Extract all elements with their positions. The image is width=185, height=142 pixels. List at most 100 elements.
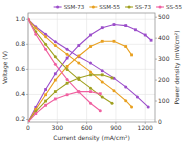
series <box>28 73 113 122</box>
point <box>144 34 147 37</box>
voltage-line <box>28 19 112 103</box>
legend-swatch <box>89 6 97 7</box>
series <box>28 18 133 109</box>
point <box>77 77 80 80</box>
data-area <box>28 18 152 122</box>
legend-label: SS-73 <box>135 4 151 10</box>
point <box>77 62 80 65</box>
point <box>112 89 115 92</box>
point <box>101 73 104 76</box>
point <box>101 95 104 98</box>
x-tick-label: 600 <box>81 124 93 131</box>
legend-swatch <box>156 6 164 7</box>
y-tick-label: 1.0 <box>15 15 25 22</box>
point <box>54 72 57 75</box>
point <box>89 87 92 90</box>
point <box>124 85 127 88</box>
point <box>77 90 80 93</box>
grid-line <box>115 13 116 122</box>
grid-line <box>28 69 155 70</box>
point <box>89 62 92 65</box>
y2-tick <box>155 38 157 39</box>
y-tick <box>26 19 28 20</box>
point <box>66 53 69 56</box>
point <box>66 68 69 71</box>
point <box>99 109 102 112</box>
point <box>89 90 92 93</box>
x-tick-label: 0 <box>26 124 30 131</box>
y2-tick <box>155 80 157 81</box>
y2-tick-label: 400 <box>158 34 170 41</box>
y-tick <box>26 44 28 45</box>
y2-axis-label: Power density (mW/cm²) <box>173 31 181 105</box>
legend-entry: SS-55 <box>156 4 182 10</box>
point <box>101 80 104 83</box>
point <box>66 82 69 85</box>
point <box>130 105 133 108</box>
legend-marker <box>159 6 162 9</box>
point <box>89 45 92 48</box>
point <box>28 121 29 122</box>
point <box>134 28 137 31</box>
point <box>136 95 139 98</box>
voltage-line <box>28 19 132 107</box>
y2-tick-label: 300 <box>158 55 170 62</box>
point <box>44 35 47 38</box>
point <box>77 55 80 58</box>
series <box>28 90 102 122</box>
point <box>124 99 127 102</box>
point <box>66 65 69 68</box>
point <box>101 69 104 72</box>
axes: 030060090012000.20.40.60.81.001002003004… <box>15 13 169 131</box>
grid-line <box>28 119 155 120</box>
grid-line <box>28 19 155 20</box>
grid-line <box>145 13 146 122</box>
point <box>28 121 29 122</box>
y2-tick-label: 0 <box>158 118 162 125</box>
point <box>113 23 116 26</box>
legend-entry: SSM-55 <box>89 4 120 10</box>
point <box>44 88 47 91</box>
point <box>147 105 150 108</box>
series <box>28 18 150 109</box>
y-tick <box>26 94 28 95</box>
point <box>66 48 69 51</box>
power-line <box>28 25 151 122</box>
point <box>54 98 57 101</box>
point <box>54 90 57 93</box>
legend: SSM-73SSM-55SS-73SS-55 <box>54 4 183 10</box>
point <box>44 48 47 51</box>
point <box>101 26 104 29</box>
power-line <box>28 92 100 122</box>
x-tick-label: 1200 <box>138 124 153 131</box>
point <box>66 57 69 60</box>
point <box>28 121 29 122</box>
point <box>130 54 133 57</box>
voltage-line <box>28 19 100 110</box>
point <box>66 78 69 81</box>
point <box>44 93 47 96</box>
point <box>44 104 47 107</box>
point <box>89 73 92 76</box>
y-tick-label: 0.4 <box>15 90 25 97</box>
point <box>54 63 57 66</box>
point <box>28 18 30 21</box>
legend-label: SS-55 <box>166 4 182 10</box>
power-line <box>28 41 132 122</box>
point <box>54 55 57 58</box>
series <box>28 18 102 112</box>
x-tick-label: 900 <box>110 124 122 131</box>
point <box>28 121 29 122</box>
x-tick-label: 300 <box>52 124 64 131</box>
x-axis-label: Current density (mA/cm²) <box>53 134 130 142</box>
grid <box>28 13 155 122</box>
point <box>89 34 92 37</box>
plot-frame <box>28 13 155 122</box>
y-tick-label: 0.6 <box>15 65 25 72</box>
point <box>54 79 57 82</box>
y2-tick <box>155 17 157 18</box>
legend-label: SSM-55 <box>99 4 120 10</box>
legend-swatch <box>54 6 62 7</box>
y2-tick-label: 500 <box>158 13 170 20</box>
voltage-line <box>28 19 148 107</box>
